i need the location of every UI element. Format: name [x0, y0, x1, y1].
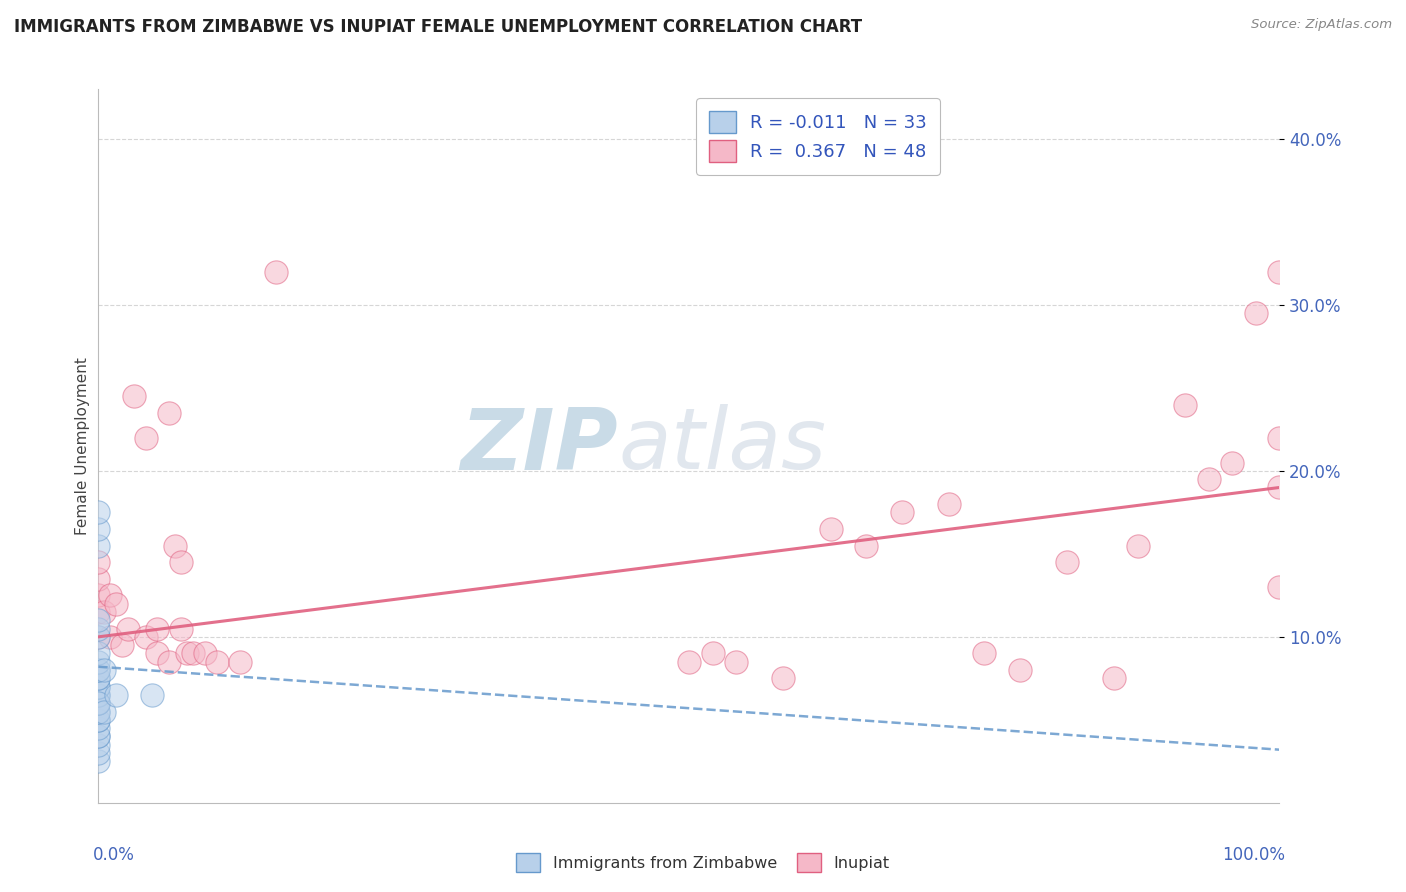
Point: [1268, 580, 1291, 594]
Point: [87, 696, 110, 710]
Point: [1268, 265, 1291, 279]
Text: Source: ZipAtlas.com: Source: ZipAtlas.com: [1251, 18, 1392, 31]
Point: [105, 688, 128, 702]
Point: [165, 539, 187, 553]
Point: [87, 738, 110, 752]
Point: [87, 713, 110, 727]
Point: [98, 630, 121, 644]
Point: [87, 613, 110, 627]
Point: [1056, 555, 1078, 569]
Point: [122, 389, 145, 403]
Point: [938, 497, 960, 511]
Point: [176, 647, 198, 661]
Legend: Immigrants from Zimbabwe, Inupiat: Immigrants from Zimbabwe, Inupiat: [509, 845, 897, 880]
Point: [87, 555, 110, 569]
Point: [146, 622, 169, 636]
Point: [772, 671, 794, 685]
Point: [157, 406, 180, 420]
Point: [264, 265, 287, 279]
Point: [135, 431, 157, 445]
Text: atlas: atlas: [619, 404, 827, 488]
Point: [93, 605, 115, 619]
Point: [1174, 397, 1197, 411]
Point: [229, 655, 252, 669]
Point: [87, 696, 110, 710]
Point: [87, 730, 110, 744]
Point: [1126, 539, 1149, 553]
Point: [87, 630, 110, 644]
Point: [87, 713, 110, 727]
Point: [87, 705, 110, 719]
Point: [87, 505, 110, 519]
Point: [157, 655, 180, 669]
Text: IMMIGRANTS FROM ZIMBABWE VS INUPIAT FEMALE UNEMPLOYMENT CORRELATION CHART: IMMIGRANTS FROM ZIMBABWE VS INUPIAT FEMA…: [14, 18, 862, 36]
Point: [1102, 671, 1125, 685]
Point: [135, 630, 157, 644]
Point: [87, 647, 110, 661]
Point: [205, 655, 228, 669]
Point: [87, 754, 110, 768]
Point: [146, 647, 169, 661]
Point: [87, 588, 110, 602]
Point: [1008, 663, 1031, 677]
Point: [87, 721, 110, 735]
Point: [855, 539, 877, 553]
Point: [87, 705, 110, 719]
Point: [820, 522, 842, 536]
Point: [87, 746, 110, 760]
Point: [87, 688, 110, 702]
Point: [87, 572, 110, 586]
Point: [702, 647, 724, 661]
Point: [181, 647, 204, 661]
Point: [141, 688, 163, 702]
Point: [87, 622, 110, 636]
Point: [111, 638, 134, 652]
Point: [87, 655, 110, 669]
Point: [973, 647, 995, 661]
Point: [87, 688, 110, 702]
Point: [1198, 472, 1220, 486]
Point: [87, 671, 110, 685]
Point: [1220, 456, 1243, 470]
Text: 0.0%: 0.0%: [93, 846, 135, 863]
Point: [87, 671, 110, 685]
Point: [170, 555, 193, 569]
Point: [93, 705, 115, 719]
Point: [1244, 306, 1267, 320]
Point: [1268, 481, 1291, 495]
Point: [98, 588, 121, 602]
Point: [87, 630, 110, 644]
Point: [87, 680, 110, 694]
Point: [87, 696, 110, 710]
Point: [93, 663, 115, 677]
Point: [105, 597, 128, 611]
Point: [87, 539, 110, 553]
Point: [170, 622, 193, 636]
Point: [117, 622, 139, 636]
Point: [87, 522, 110, 536]
Point: [890, 505, 912, 519]
Point: [87, 663, 110, 677]
Point: [1268, 431, 1291, 445]
Point: [87, 605, 110, 619]
Text: 100.0%: 100.0%: [1222, 846, 1285, 863]
Legend: R = -0.011   N = 33, R =  0.367   N = 48: R = -0.011 N = 33, R = 0.367 N = 48: [696, 98, 939, 175]
Point: [725, 655, 748, 669]
Point: [87, 663, 110, 677]
Text: ZIP: ZIP: [460, 404, 619, 488]
Point: [194, 647, 217, 661]
Point: [87, 680, 110, 694]
Point: [87, 730, 110, 744]
Point: [678, 655, 700, 669]
Y-axis label: Female Unemployment: Female Unemployment: [75, 357, 90, 535]
